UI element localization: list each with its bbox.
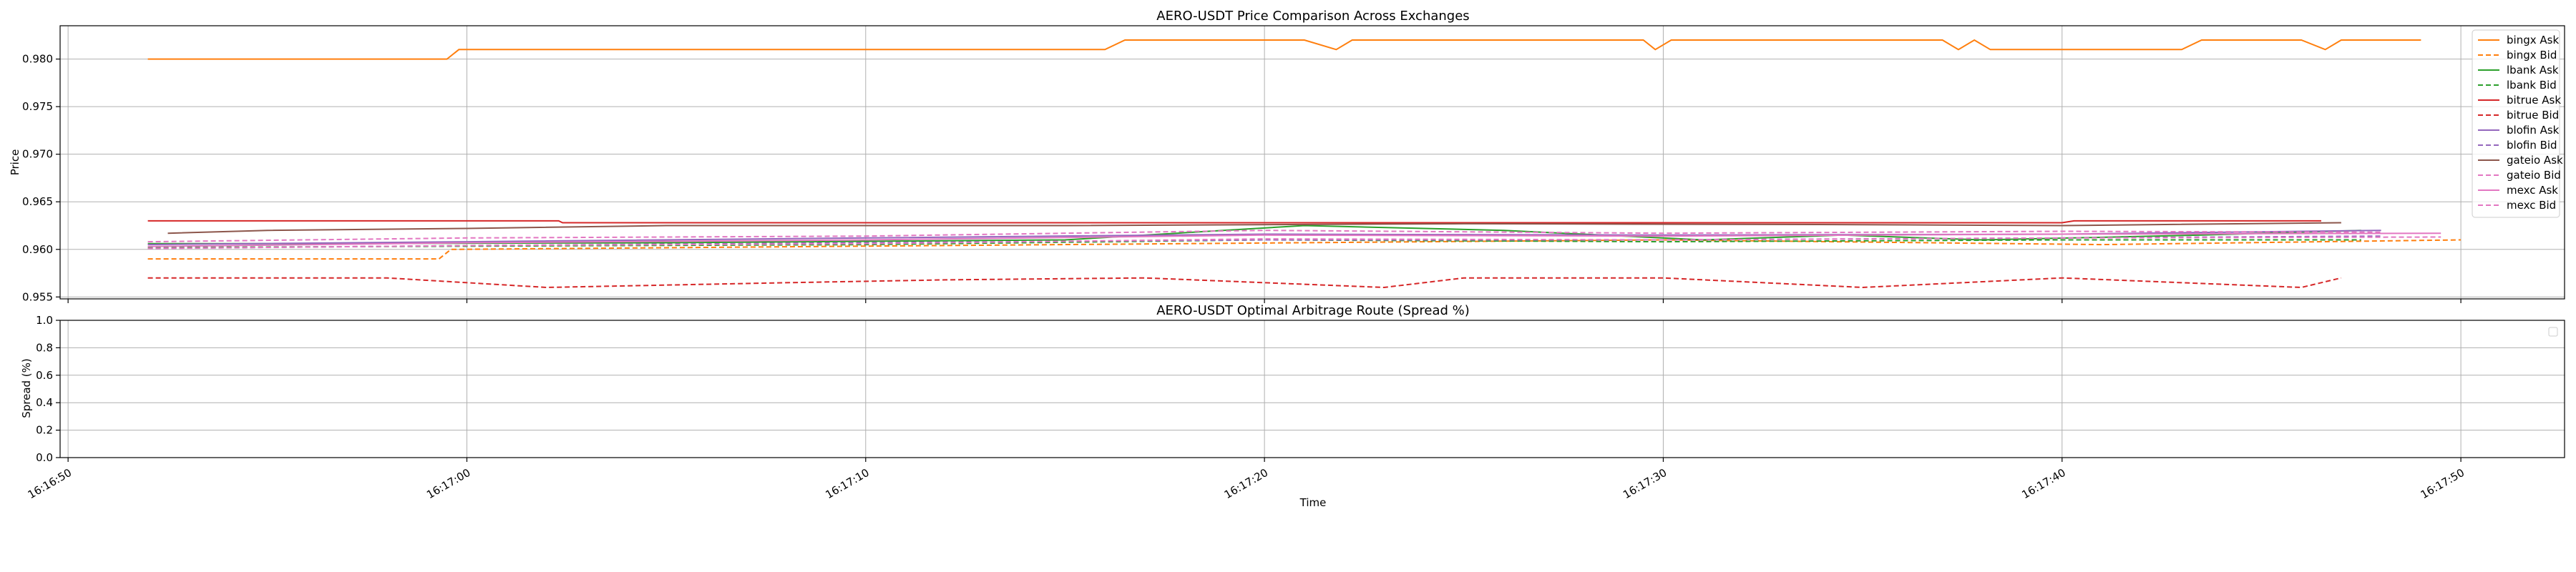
price-comparison-axes: AERO-USDT Price Comparison Across Exchan… <box>9 9 2565 303</box>
series-line-bingx-bid <box>147 239 2462 260</box>
price-y-tick-label: 0.955 <box>22 290 53 303</box>
x-tick-label: 16:17:10 <box>823 466 871 501</box>
spread-y-tick-label: 0.2 <box>36 424 53 437</box>
spread-gridlines <box>60 320 2565 458</box>
legend-label: blofin Ask <box>2507 124 2560 137</box>
spread-y-tick-label: 0.8 <box>36 341 53 354</box>
spread-y-tick-label: 1.0 <box>36 314 53 327</box>
legend-label: gateio Bid <box>2507 169 2561 182</box>
legend-label: gateio Ask <box>2507 154 2563 167</box>
price-legend-box <box>2472 29 2560 218</box>
spread-plot-frame <box>59 320 2565 458</box>
price-axis-ticks: 0.955 0.960 0.965 0.970 0.975 0.980 <box>22 53 2462 303</box>
price-plot-frame <box>59 25 2565 300</box>
x-tick-label: 16:17:30 <box>1621 466 1669 501</box>
x-tick-label: 16:17:20 <box>1222 466 1270 501</box>
price-series-lines <box>147 39 2462 289</box>
spread-chart-title: AERO-USDT Optimal Arbitrage Route (Sprea… <box>1156 303 1470 318</box>
spread-axes: AERO-USDT Optimal Arbitrage Route (Sprea… <box>20 303 2565 509</box>
spread-y-axis-label: Spread (%) <box>20 358 33 418</box>
series-line-bitrue-ask <box>147 220 2321 224</box>
series-line-mexc-ask <box>147 232 2441 247</box>
legend-label: mexc Bid <box>2507 199 2556 212</box>
legend-label: bingx Bid <box>2507 49 2557 61</box>
spread-x-axis-label: Time <box>1299 496 1327 509</box>
x-tick-label: 16:17:00 <box>424 466 472 501</box>
price-y-tick-label: 0.970 <box>22 148 53 161</box>
series-line-gateio-bid <box>147 230 2381 243</box>
price-y-tick-label: 0.980 <box>22 53 53 66</box>
legend-label: mexc Ask <box>2507 184 2558 197</box>
price-y-tick-label: 0.975 <box>22 100 53 113</box>
legend-label: bitrue Bid <box>2507 109 2559 122</box>
series-line-lbank-bid <box>147 239 2361 249</box>
spread-axis-ticks: 16:16:50 16:17:00 16:17:10 16:17:20 16:17:30… <box>26 314 2467 501</box>
x-tick-label: 16:16:50 <box>26 466 74 501</box>
legend-label: lbank Bid <box>2507 79 2557 92</box>
series-line-bitrue-bid <box>147 277 2342 289</box>
series-line-bingx-ask <box>147 39 2421 60</box>
spread-y-tick-label: 0.0 <box>36 451 53 464</box>
price-y-tick-label: 0.965 <box>22 195 53 208</box>
legend-label: lbank Ask <box>2507 64 2559 77</box>
spread-y-tick-label: 0.4 <box>36 396 53 409</box>
price-y-axis-label: Price <box>9 149 21 176</box>
series-line-gateio-ask <box>167 222 2341 235</box>
x-tick-label: 16:17:50 <box>2419 466 2467 501</box>
spread-empty-legend <box>2548 327 2558 337</box>
x-tick-label: 16:17:40 <box>2019 466 2067 501</box>
price-y-tick-label: 0.960 <box>22 243 53 256</box>
price-legend: bingx Ask bingx Bid lbank Ask lbank Bid bitr… <box>2472 29 2563 218</box>
spread-y-tick-label: 0.6 <box>36 369 53 382</box>
legend-label: bingx Ask <box>2507 34 2559 46</box>
series-line-mexc-bid <box>147 236 2441 250</box>
legend-label: bitrue Ask <box>2507 94 2561 107</box>
legend-label: blofin Bid <box>2507 139 2557 152</box>
price-gridlines <box>60 26 2565 299</box>
price-chart-title: AERO-USDT Price Comparison Across Exchan… <box>1156 9 1469 24</box>
